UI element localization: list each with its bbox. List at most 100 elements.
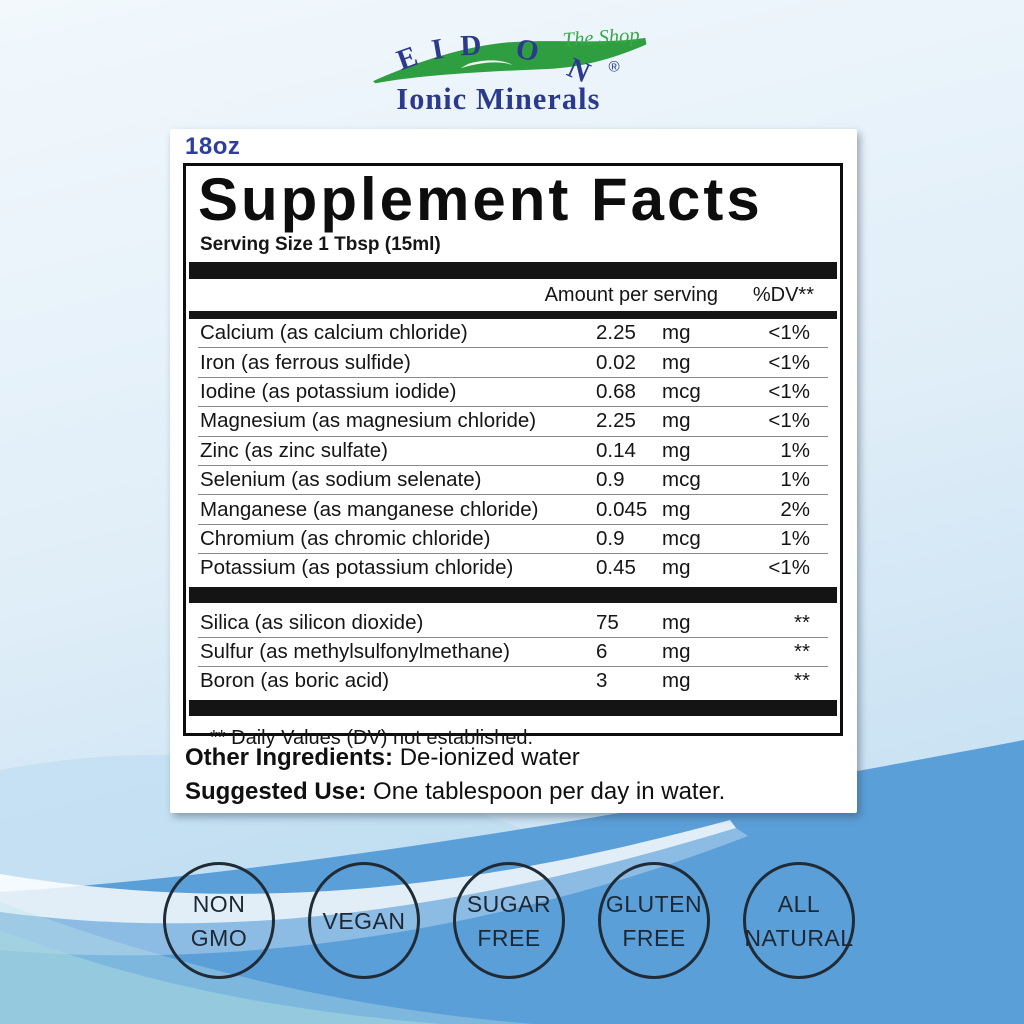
other-ingredients-value: De-ionized water xyxy=(393,744,580,771)
other-ingredients-label: Other Ingredients: xyxy=(185,744,394,771)
suggested-use-line: Suggested Use: One tablespoon per day in… xyxy=(185,775,835,809)
nutrient-amount: 0.045 xyxy=(596,497,648,521)
logo-white-flick-icon xyxy=(460,60,513,69)
nutrient-unit: mg xyxy=(662,438,691,462)
nutrient-amount: 0.14 xyxy=(596,438,636,462)
nutrient-name: Zinc (as zinc sulfate) xyxy=(200,438,388,462)
badge-line: ALL xyxy=(777,890,821,917)
table-row: Sulfur (as methylsulfonylmethane) 6 mg *… xyxy=(198,636,828,666)
suggested-use-value: One tablespoon per day in water. xyxy=(366,778,726,805)
logo-tagline: The Shop xyxy=(562,24,640,51)
table-row: Potassium (as potassium chloride) 0.45 m… xyxy=(198,553,828,582)
nutrient-unit: mg xyxy=(662,497,691,521)
badge-gluten-free: GLUTEN FREE xyxy=(598,862,710,979)
badge-line: GLUTEN xyxy=(605,890,703,917)
trace-rows: Silica (as silicon dioxide) 75 mg ** Sul… xyxy=(198,609,828,696)
suggested-use-label: Suggested Use: xyxy=(185,778,367,805)
nutrient-name: Iron (as ferrous sulfide) xyxy=(200,350,411,374)
nutrient-name: Chromium (as chromic chloride) xyxy=(200,526,491,550)
nutrient-dv: 1% xyxy=(780,468,810,492)
nutrient-rows: Calcium (as calcium chloride) 2.25 mg <1… xyxy=(198,319,828,583)
nutrient-unit: mcg xyxy=(662,379,701,403)
nutrient-amount: 2.25 xyxy=(596,321,636,345)
table-row: Silica (as silicon dioxide) 75 mg ** xyxy=(198,609,828,637)
logo-letter-i: I xyxy=(429,33,446,66)
badge-line: NON xyxy=(192,890,246,917)
nutrient-name: Potassium (as potassium chloride) xyxy=(200,556,514,580)
table-row: Selenium (as sodium selenate) 0.9 mcg 1% xyxy=(198,464,828,494)
badge-line: NATURAL xyxy=(744,924,854,951)
badge-all-natural: ALL NATURAL xyxy=(743,862,855,979)
nutrient-amount: 2.25 xyxy=(596,409,636,433)
logo-subtitle: Ionic Minerals xyxy=(396,82,600,116)
badge-line: FREE xyxy=(477,924,541,951)
nutrient-dv: 1% xyxy=(780,438,810,462)
nutrient-amount: 0.9 xyxy=(596,468,625,492)
teal-swoosh-inner xyxy=(0,930,443,1024)
nutrient-amount: 75 xyxy=(596,610,619,634)
size-label: 18oz xyxy=(185,133,241,160)
nutrient-unit: mg xyxy=(662,640,691,664)
table-row: Manganese (as manganese chloride) 0.045 … xyxy=(198,494,828,523)
nutrient-dv: ** xyxy=(794,640,810,664)
nutrient-dv: 1% xyxy=(780,526,810,550)
table-row: Calcium (as calcium chloride) 2.25 mg <1… xyxy=(198,319,828,347)
nutrient-unit: mg xyxy=(662,321,691,345)
badge-non-gmo: NON GMO xyxy=(163,862,275,979)
badge-line: GMO xyxy=(190,924,248,951)
logo-letter-o: O xyxy=(513,33,541,68)
nutrient-amount: 3 xyxy=(596,669,608,693)
facts-title: Supplement Facts xyxy=(198,166,763,233)
dv-footnote: ** Daily Values (DV) not established. xyxy=(210,726,534,749)
brand-logo: E I D O N The Shop ® Ionic Minerals xyxy=(373,24,647,116)
nutrient-unit: mcg xyxy=(662,526,701,550)
nutrient-dv: 2% xyxy=(780,497,810,521)
nutrient-dv: <1% xyxy=(768,350,810,374)
nutrient-dv: ** xyxy=(794,669,810,693)
nutrient-amount: 0.9 xyxy=(596,526,625,550)
table-row: Zinc (as zinc sulfate) 0.14 mg 1% xyxy=(198,435,828,465)
table-row: Iron (as ferrous sulfide) 0.02 mg <1% xyxy=(198,347,828,376)
nutrient-unit: mg xyxy=(662,669,691,693)
supplement-facts-box: Supplement Facts Serving Size 1 Tbsp (15… xyxy=(183,163,843,749)
badge-line: VEGAN xyxy=(322,907,406,934)
column-header-amount: Amount per serving xyxy=(544,284,718,306)
badge-line: SUGAR xyxy=(466,890,552,917)
nutrient-name: Sulfur (as methylsulfonylmethane) xyxy=(200,640,510,664)
nutrient-unit: mg xyxy=(662,409,691,433)
serving-size: Serving Size 1 Tbsp (15ml) xyxy=(200,234,441,255)
nutrient-name: Calcium (as calcium chloride) xyxy=(200,321,468,345)
table-row: Iodine (as potassium iodide) 0.68 mcg <1… xyxy=(198,376,828,406)
nutrient-name: Boron (as boric acid) xyxy=(200,669,390,693)
column-header-dv: %DV** xyxy=(752,284,814,306)
nutrient-unit: mg xyxy=(662,350,691,374)
label-panel: 18oz Supplement Facts Serving Size 1 Tbs… xyxy=(170,129,857,813)
table-row: Chromium (as chromic chloride) 0.9 mcg 1… xyxy=(198,523,828,553)
nutrient-unit: mcg xyxy=(662,468,701,492)
nutrient-unit: mg xyxy=(662,556,691,580)
badge-line: FREE xyxy=(622,924,686,951)
nutrient-unit: mg xyxy=(662,610,691,634)
divider-thick-middle xyxy=(189,586,837,603)
nutrient-amount: 0.02 xyxy=(596,350,636,374)
divider-under-header xyxy=(189,311,837,319)
badge-sugar-free: SUGAR FREE xyxy=(453,862,565,979)
label-extras: Other Ingredients: De-ionized water Sugg… xyxy=(185,741,835,809)
nutrient-amount: 0.68 xyxy=(596,379,636,403)
nutrient-name: Iodine (as potassium iodide) xyxy=(200,379,457,403)
claim-badges: NON GMO VEGAN SUGAR FREE GLUTEN FREE ALL… xyxy=(163,862,855,979)
table-row: Boron (as boric acid) 3 mg ** xyxy=(198,666,828,695)
nutrient-name: Manganese (as manganese chloride) xyxy=(200,497,539,521)
table-row: Magnesium (as magnesium chloride) 2.25 m… xyxy=(198,406,828,435)
nutrient-amount: 6 xyxy=(596,640,608,664)
divider-thick-top xyxy=(189,262,837,279)
logo-letter-d: D xyxy=(460,29,482,62)
nutrient-dv: <1% xyxy=(768,379,810,403)
nutrient-name: Selenium (as sodium selenate) xyxy=(200,468,482,492)
divider-thick-bottom xyxy=(189,699,837,716)
column-header-row: Amount per serving %DV** xyxy=(198,279,828,311)
nutrient-name: Magnesium (as magnesium chloride) xyxy=(200,409,537,433)
nutrient-amount: 0.45 xyxy=(596,556,636,580)
nutrient-name: Silica (as silicon dioxide) xyxy=(200,610,424,634)
nutrient-dv: <1% xyxy=(768,556,810,580)
